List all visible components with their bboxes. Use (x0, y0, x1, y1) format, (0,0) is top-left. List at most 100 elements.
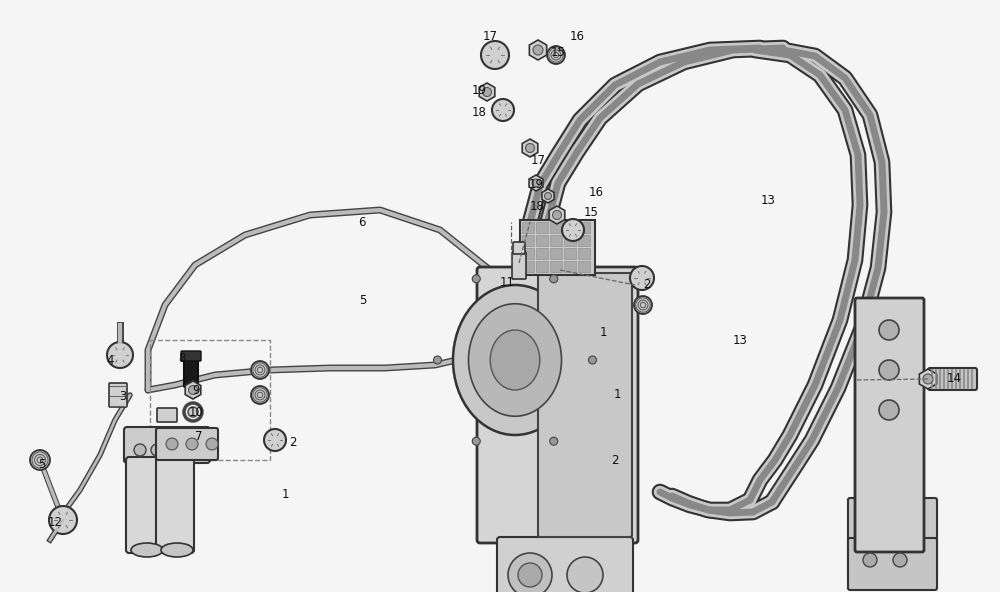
Text: 15: 15 (551, 47, 565, 60)
Bar (564, 222, 576, 233)
Polygon shape (542, 189, 554, 203)
Text: 12: 12 (48, 516, 62, 529)
FancyBboxPatch shape (156, 428, 218, 460)
Text: 10: 10 (189, 406, 203, 419)
FancyBboxPatch shape (848, 538, 937, 590)
Text: 1: 1 (281, 488, 289, 501)
Polygon shape (479, 83, 495, 101)
FancyBboxPatch shape (124, 427, 210, 463)
Circle shape (251, 386, 269, 404)
Text: 13: 13 (733, 333, 747, 346)
Text: 19: 19 (472, 83, 486, 96)
Circle shape (472, 437, 480, 445)
Circle shape (879, 320, 899, 340)
Circle shape (107, 342, 133, 368)
Circle shape (552, 211, 562, 220)
Text: 19: 19 (528, 179, 544, 191)
Circle shape (492, 99, 514, 121)
Ellipse shape (131, 543, 163, 557)
Text: 16: 16 (588, 186, 604, 200)
Circle shape (562, 219, 584, 241)
Polygon shape (522, 139, 538, 157)
Bar (578, 248, 590, 259)
Circle shape (251, 361, 269, 379)
Text: 11: 11 (500, 276, 514, 289)
Text: 1: 1 (599, 326, 607, 339)
Circle shape (518, 563, 542, 587)
Text: 2: 2 (289, 436, 297, 449)
Circle shape (30, 450, 50, 470)
Bar (564, 261, 576, 272)
Circle shape (893, 553, 907, 567)
Circle shape (526, 143, 534, 153)
FancyBboxPatch shape (477, 267, 638, 543)
Polygon shape (549, 206, 565, 224)
Text: 8: 8 (178, 352, 186, 365)
Circle shape (634, 296, 652, 314)
Bar (536, 235, 548, 246)
Polygon shape (529, 40, 547, 60)
Polygon shape (529, 175, 543, 191)
Circle shape (532, 179, 540, 187)
FancyBboxPatch shape (181, 351, 201, 361)
Bar (578, 261, 590, 272)
Circle shape (166, 444, 178, 456)
FancyBboxPatch shape (928, 368, 977, 390)
Circle shape (923, 374, 933, 384)
FancyBboxPatch shape (512, 252, 526, 279)
Circle shape (533, 45, 543, 55)
Circle shape (434, 356, 442, 364)
Circle shape (879, 400, 899, 420)
Text: 15: 15 (584, 207, 598, 220)
FancyBboxPatch shape (157, 408, 177, 422)
FancyBboxPatch shape (184, 357, 198, 387)
Circle shape (264, 429, 286, 451)
Circle shape (544, 192, 552, 200)
Text: 18: 18 (530, 201, 544, 214)
FancyBboxPatch shape (848, 498, 937, 577)
Text: 2: 2 (643, 278, 651, 291)
Bar (536, 248, 548, 259)
Circle shape (481, 41, 509, 69)
Bar (522, 222, 534, 233)
Polygon shape (185, 381, 201, 399)
Bar (564, 235, 576, 246)
Text: 17: 17 (482, 31, 498, 43)
Text: 2: 2 (611, 453, 619, 466)
FancyBboxPatch shape (497, 537, 633, 592)
Ellipse shape (453, 285, 577, 435)
Text: 4: 4 (106, 353, 114, 366)
Text: 6: 6 (358, 215, 366, 229)
Bar (550, 261, 562, 272)
Ellipse shape (468, 304, 562, 416)
Circle shape (166, 438, 178, 450)
Bar (550, 235, 562, 246)
Text: 1: 1 (613, 388, 621, 401)
Circle shape (482, 88, 492, 96)
Text: 17: 17 (530, 155, 546, 168)
FancyBboxPatch shape (538, 273, 632, 537)
Text: 9: 9 (192, 384, 200, 397)
Bar (522, 235, 534, 246)
Bar (550, 248, 562, 259)
Circle shape (588, 356, 596, 364)
Text: 7: 7 (195, 430, 203, 443)
Circle shape (188, 385, 198, 394)
Bar (522, 261, 534, 272)
Text: 14: 14 (946, 372, 962, 384)
FancyBboxPatch shape (109, 383, 127, 407)
Bar (578, 222, 590, 233)
Circle shape (550, 275, 558, 283)
Circle shape (567, 557, 603, 592)
Circle shape (863, 553, 877, 567)
Bar (550, 222, 562, 233)
Circle shape (879, 360, 899, 380)
Circle shape (49, 506, 77, 534)
Circle shape (630, 266, 654, 290)
Text: 3: 3 (119, 391, 127, 404)
FancyBboxPatch shape (126, 457, 164, 553)
Circle shape (181, 444, 193, 456)
Ellipse shape (161, 543, 193, 557)
FancyBboxPatch shape (513, 242, 525, 254)
Circle shape (547, 46, 565, 64)
